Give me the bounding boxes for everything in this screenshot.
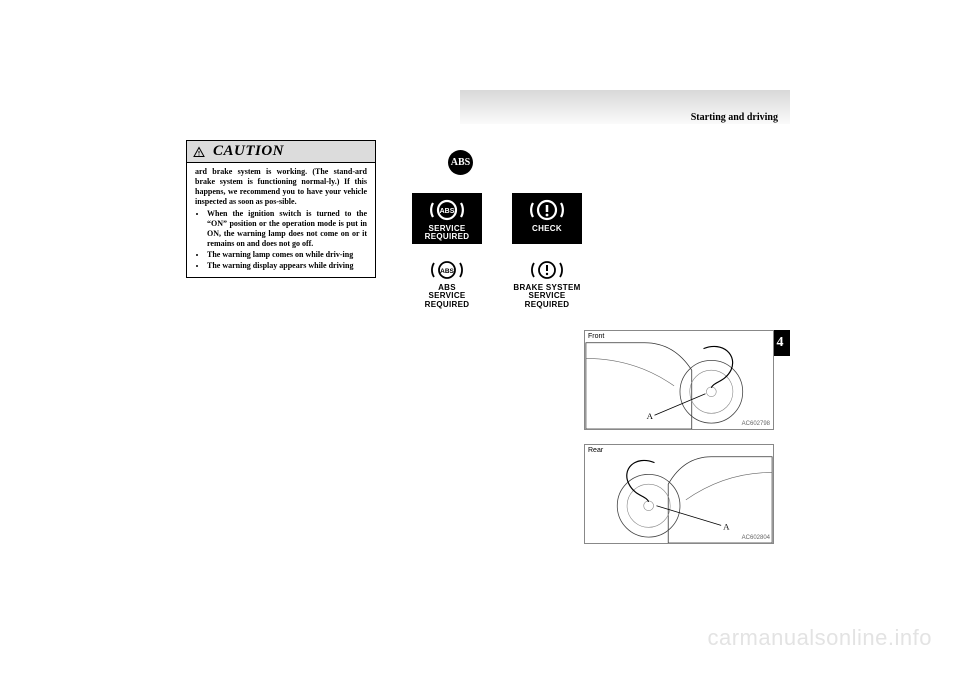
caution-bullet: When the ignition switch is turned to th… (207, 209, 367, 249)
warning-row-inverted: ABS SERVICEREQUIRED CHECK (412, 193, 592, 244)
warning-display-column: ABS ABS SERVICEREQUIRED (392, 150, 592, 323)
header-title: Starting and driving (691, 112, 778, 123)
towing-hook-rear-diagram: Rear AC602804 A (584, 444, 774, 544)
abs-service-required-icon: ABS SERVICEREQUIRED (412, 193, 482, 244)
diagram-pointer: A (647, 411, 654, 421)
towing-hook-front-diagram: Front AC602798 A (584, 330, 774, 430)
brake-system-service-required-plain-icon: BRAKE SYSTEMSERVICE REQUIRED (512, 258, 582, 309)
watermark-text: carmanualsonline.info (707, 625, 932, 651)
warning-triangle-icon (193, 146, 205, 158)
caution-heading-text: CAUTION (213, 143, 284, 160)
caution-bullet: The warning display appears while drivin… (207, 261, 367, 271)
svg-text:ABS: ABS (440, 268, 454, 275)
abs-service-required-plain-icon: ABS ABSSERVICE REQUIRED (412, 258, 482, 309)
icon-label-text: SERVICE REQUIRED (525, 291, 570, 308)
warning-row-plain: ABS ABSSERVICE REQUIRED BRAKE SYSTEMSERV… (412, 258, 592, 309)
caution-bullet: The warning lamp comes on while driv-ing (207, 250, 367, 260)
diagram-pointer: A (723, 521, 730, 531)
caution-box: CAUTION ard brake system is working. (Th… (186, 140, 376, 278)
icon-label-text: CHECK (532, 224, 562, 233)
caution-bullets: When the ignition switch is turned to th… (207, 209, 367, 271)
abs-indicator-icon: ABS (448, 150, 473, 175)
caution-body: ard brake system is working. (The stand-… (187, 163, 375, 277)
caution-intro: ard brake system is working. (The stand-… (195, 167, 367, 206)
svg-text:ABS: ABS (440, 208, 455, 215)
icon-label-text: REQUIRED (425, 232, 470, 241)
manual-page: Starting and driving CAUTION ard brake s… (0, 0, 960, 679)
icon-label-text: SERVICE REQUIRED (425, 291, 470, 308)
brake-check-icon: CHECK (512, 193, 582, 244)
caution-header: CAUTION (187, 141, 375, 163)
